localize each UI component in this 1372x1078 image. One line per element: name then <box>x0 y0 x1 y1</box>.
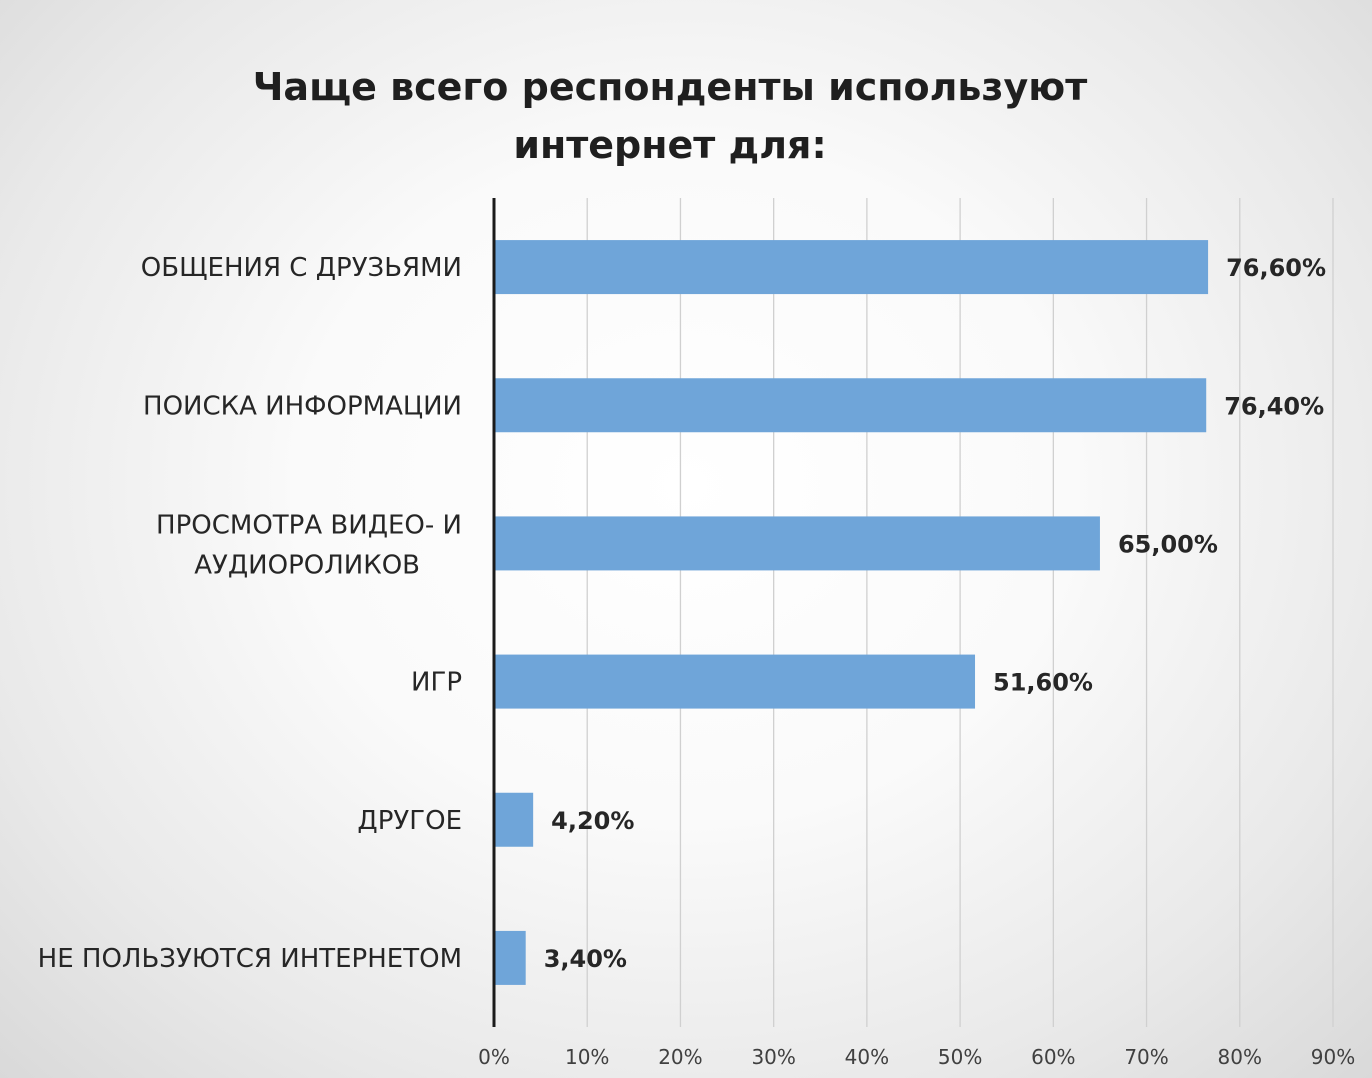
x-tick-label: 70% <box>1124 1045 1168 1069</box>
labels: 0% 10% 20% 30% 40% 50% 60% 70% 80% 90% ОБЩЕНИЯ С Д… <box>38 198 1355 1069</box>
chart-title: Чаще всего респонденты используют интерн… <box>252 65 1088 167</box>
x-tick-label: 30% <box>751 1045 795 1069</box>
bar <box>494 930 526 985</box>
category-label: ОБЩЕНИЯ С ДРУЗЬЯМИ <box>141 253 462 283</box>
data-label: 76,60% <box>1226 254 1326 282</box>
x-tick-label: 10% <box>565 1045 609 1069</box>
data-label: 4,20% <box>551 807 634 835</box>
x-tick-label: 90% <box>1311 1045 1355 1069</box>
data-label: 76,40% <box>1224 392 1324 420</box>
bar <box>494 516 1100 571</box>
data-label: 65,00% <box>1118 530 1218 558</box>
bar <box>494 654 976 709</box>
gridlines <box>586 198 1334 1027</box>
x-tick-label: 50% <box>938 1045 982 1069</box>
bar <box>494 378 1207 433</box>
x-tick-label: 0% <box>478 1045 510 1069</box>
data-label: 3,40% <box>544 945 627 973</box>
bar <box>494 792 534 847</box>
bars <box>494 240 1209 985</box>
category-label: ПРОСМОТРА ВИДЕО- И АУДИОРОЛИКОВ <box>156 510 462 580</box>
category-label: ИГР <box>411 668 462 698</box>
x-tick-label: 80% <box>1218 1045 1262 1069</box>
x-tick-label: 40% <box>845 1045 889 1069</box>
category-label: НЕ ПОЛЬЗУЮТСЯ ИНТЕРНЕТОМ <box>38 944 462 974</box>
category-label: ДРУГОЕ <box>357 806 462 836</box>
data-label: 51,60% <box>993 669 1093 697</box>
x-tick-label: 20% <box>658 1045 702 1069</box>
category-label: ПОИСКА ИНФОРМАЦИИ <box>143 391 462 421</box>
bar <box>494 240 1209 295</box>
x-tick-label: 60% <box>1031 1045 1075 1069</box>
